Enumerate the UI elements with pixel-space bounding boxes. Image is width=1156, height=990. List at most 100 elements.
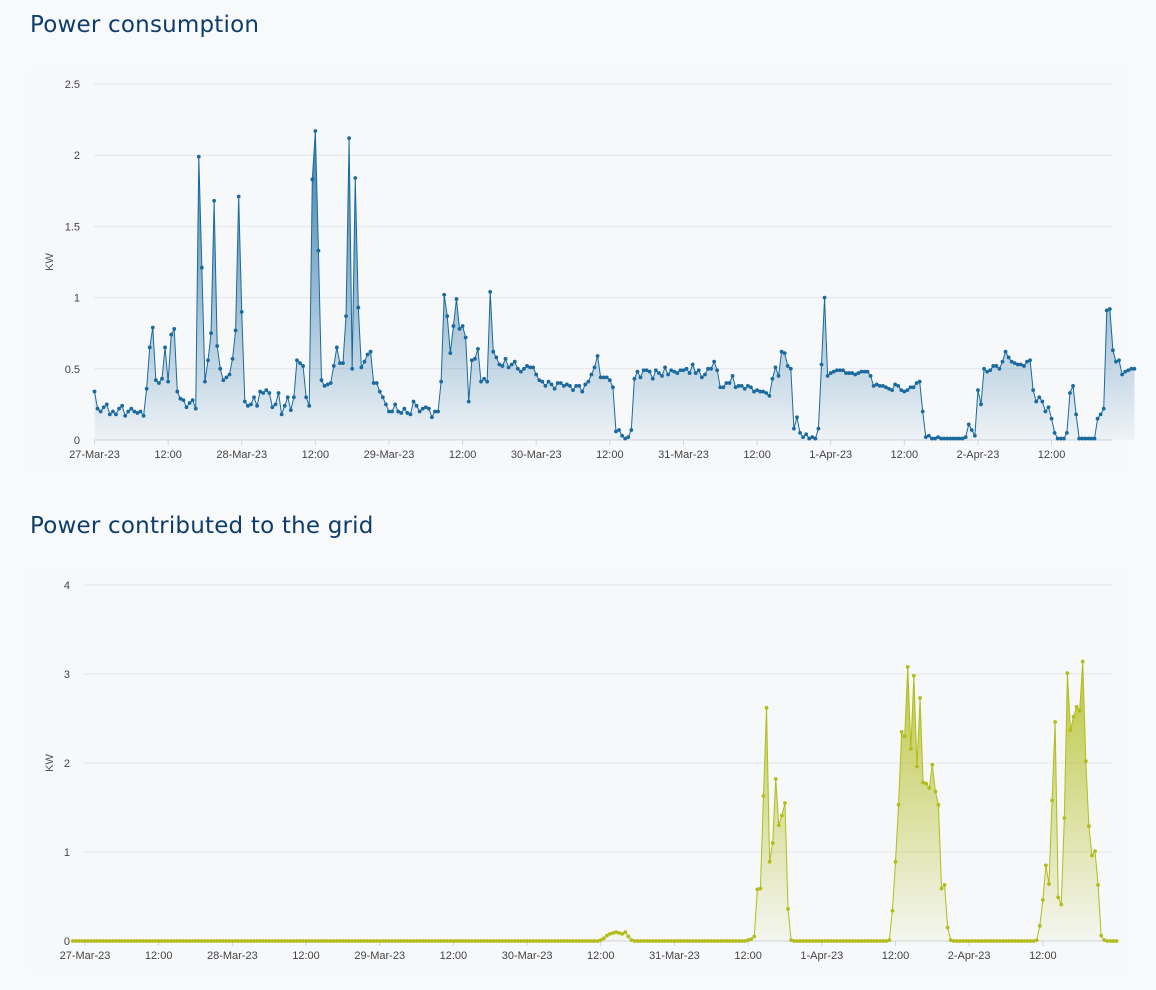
data-point[interactable] — [448, 939, 453, 943]
data-point[interactable] — [969, 428, 974, 432]
data-point[interactable] — [472, 356, 477, 361]
data-point[interactable] — [119, 939, 124, 943]
data-point[interactable] — [804, 432, 809, 437]
data-point[interactable] — [162, 939, 167, 943]
data-point[interactable] — [966, 422, 971, 427]
data-point[interactable] — [623, 436, 628, 441]
data-point[interactable] — [218, 366, 223, 371]
data-point[interactable] — [319, 939, 324, 943]
data-point[interactable] — [1037, 923, 1042, 928]
data-point[interactable] — [1065, 430, 1069, 435]
data-point[interactable] — [945, 925, 950, 930]
data-point[interactable] — [454, 939, 459, 943]
data-point[interactable] — [988, 368, 993, 373]
data-point[interactable] — [258, 389, 263, 394]
data-point[interactable] — [123, 413, 128, 418]
data-point[interactable] — [506, 365, 511, 370]
data-point[interactable] — [116, 939, 121, 943]
data-point[interactable] — [779, 813, 784, 818]
data-point[interactable] — [681, 368, 686, 373]
data-point[interactable] — [706, 939, 711, 943]
data-point[interactable] — [519, 939, 523, 943]
data-point[interactable] — [850, 939, 855, 943]
data-point[interactable] — [405, 939, 410, 943]
data-point[interactable] — [1053, 720, 1058, 724]
data-point[interactable] — [258, 939, 262, 943]
data-point[interactable] — [445, 314, 450, 319]
data-point[interactable] — [83, 939, 87, 943]
data-point[interactable] — [1083, 759, 1088, 764]
data-point[interactable] — [362, 939, 367, 943]
data-point[interactable] — [785, 364, 790, 368]
data-point[interactable] — [1129, 366, 1134, 371]
data-point[interactable] — [491, 349, 496, 354]
data-point[interactable] — [393, 939, 397, 943]
data-point[interactable] — [675, 371, 680, 375]
data-point[interactable] — [979, 939, 984, 943]
data-point[interactable] — [620, 931, 625, 936]
data-point[interactable] — [951, 436, 956, 441]
data-point[interactable] — [543, 383, 548, 388]
data-point[interactable] — [359, 939, 364, 943]
data-point[interactable] — [365, 939, 370, 943]
data-point[interactable] — [451, 939, 456, 943]
data-point[interactable] — [1037, 395, 1042, 400]
data-point[interactable] — [248, 939, 253, 943]
data-point[interactable] — [865, 939, 870, 943]
data-point[interactable] — [730, 939, 735, 943]
data-point[interactable] — [104, 402, 109, 407]
data-point[interactable] — [236, 939, 241, 943]
data-point[interactable] — [1114, 359, 1118, 364]
data-point[interactable] — [733, 939, 738, 943]
data-point[interactable] — [494, 355, 499, 360]
data-point[interactable] — [770, 376, 775, 381]
data-point[interactable] — [466, 399, 471, 404]
data-point[interactable] — [958, 939, 962, 943]
data-point[interactable] — [469, 939, 474, 943]
data-point[interactable] — [298, 361, 302, 365]
data-point[interactable] — [703, 939, 708, 943]
data-point[interactable] — [887, 938, 892, 943]
data-point[interactable] — [696, 368, 701, 373]
data-point[interactable] — [957, 436, 962, 441]
data-point[interactable] — [92, 389, 97, 394]
data-point[interactable] — [1013, 939, 1018, 943]
data-point[interactable] — [963, 435, 968, 440]
data-point[interactable] — [420, 406, 425, 411]
data-point[interactable] — [1107, 307, 1112, 311]
data-point[interactable] — [479, 379, 483, 384]
data-point[interactable] — [564, 382, 569, 387]
data-point[interactable] — [313, 939, 318, 943]
data-point[interactable] — [918, 696, 922, 700]
data-point[interactable] — [199, 939, 204, 943]
data-point[interactable] — [813, 939, 818, 943]
data-point[interactable] — [291, 939, 296, 943]
data-point[interactable] — [540, 379, 545, 384]
data-point[interactable] — [933, 436, 937, 441]
data-point[interactable] — [522, 939, 526, 943]
data-point[interactable] — [948, 436, 953, 441]
data-point[interactable] — [472, 939, 477, 943]
data-point[interactable] — [752, 934, 757, 939]
data-point[interactable] — [614, 429, 618, 434]
data-point[interactable] — [654, 939, 658, 943]
data-point[interactable] — [712, 359, 717, 364]
data-point[interactable] — [199, 265, 204, 270]
data-point[interactable] — [344, 939, 348, 943]
data-point[interactable] — [549, 382, 554, 387]
data-point[interactable] — [525, 364, 529, 368]
data-point[interactable] — [798, 939, 803, 943]
data-point[interactable] — [138, 409, 143, 414]
data-point[interactable] — [310, 939, 315, 943]
data-point[interactable] — [838, 939, 843, 943]
data-point[interactable] — [245, 939, 250, 943]
data-point[interactable] — [178, 396, 183, 401]
data-point[interactable] — [227, 939, 232, 943]
data-point[interactable] — [1022, 939, 1027, 943]
data-point[interactable] — [423, 405, 428, 410]
data-point[interactable] — [764, 705, 769, 710]
data-point[interactable] — [98, 409, 103, 414]
data-point[interactable] — [951, 939, 956, 943]
data-point[interactable] — [86, 939, 90, 943]
data-point[interactable] — [1093, 849, 1097, 854]
